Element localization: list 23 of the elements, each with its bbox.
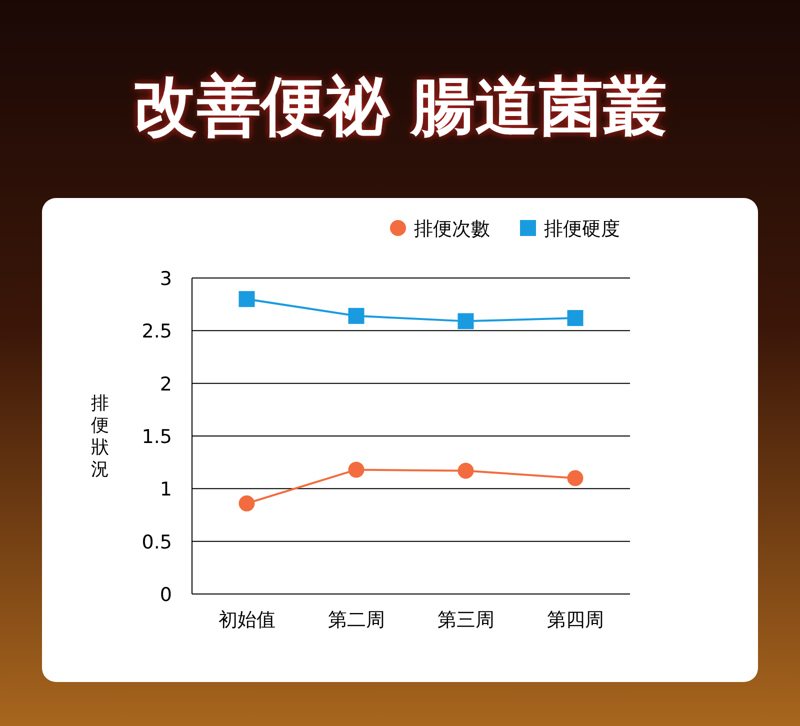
point — [458, 313, 474, 330]
point — [458, 462, 474, 479]
point — [348, 462, 364, 478]
legend-label: 排便次數 — [414, 218, 490, 240]
y-axis-title: 排便狀況 — [91, 393, 109, 480]
point — [348, 308, 364, 324]
point — [567, 470, 584, 486]
y-tick-label: 3 — [160, 268, 172, 290]
x-tick-label: 第三周 — [437, 609, 494, 631]
point — [238, 495, 255, 512]
x-tick-label: 第二周 — [328, 609, 385, 631]
x-tick-label: 初始值 — [218, 609, 276, 631]
x-tick-label: 第四周 — [546, 609, 604, 631]
y-tick-label: 1.5 — [142, 426, 172, 448]
y-tick-label: 2.5 — [142, 320, 172, 343]
y-tick-label: 0.5 — [142, 531, 172, 554]
point — [238, 291, 255, 308]
y-tick-label: 0 — [160, 584, 172, 606]
legend-label: 排便硬度 — [544, 218, 620, 240]
y-tick-label: 2 — [160, 373, 172, 396]
y-tick-label: 1 — [160, 478, 172, 501]
point — [567, 310, 584, 326]
chart-title: 改善便祕 腸道菌叢 — [132, 69, 668, 144]
